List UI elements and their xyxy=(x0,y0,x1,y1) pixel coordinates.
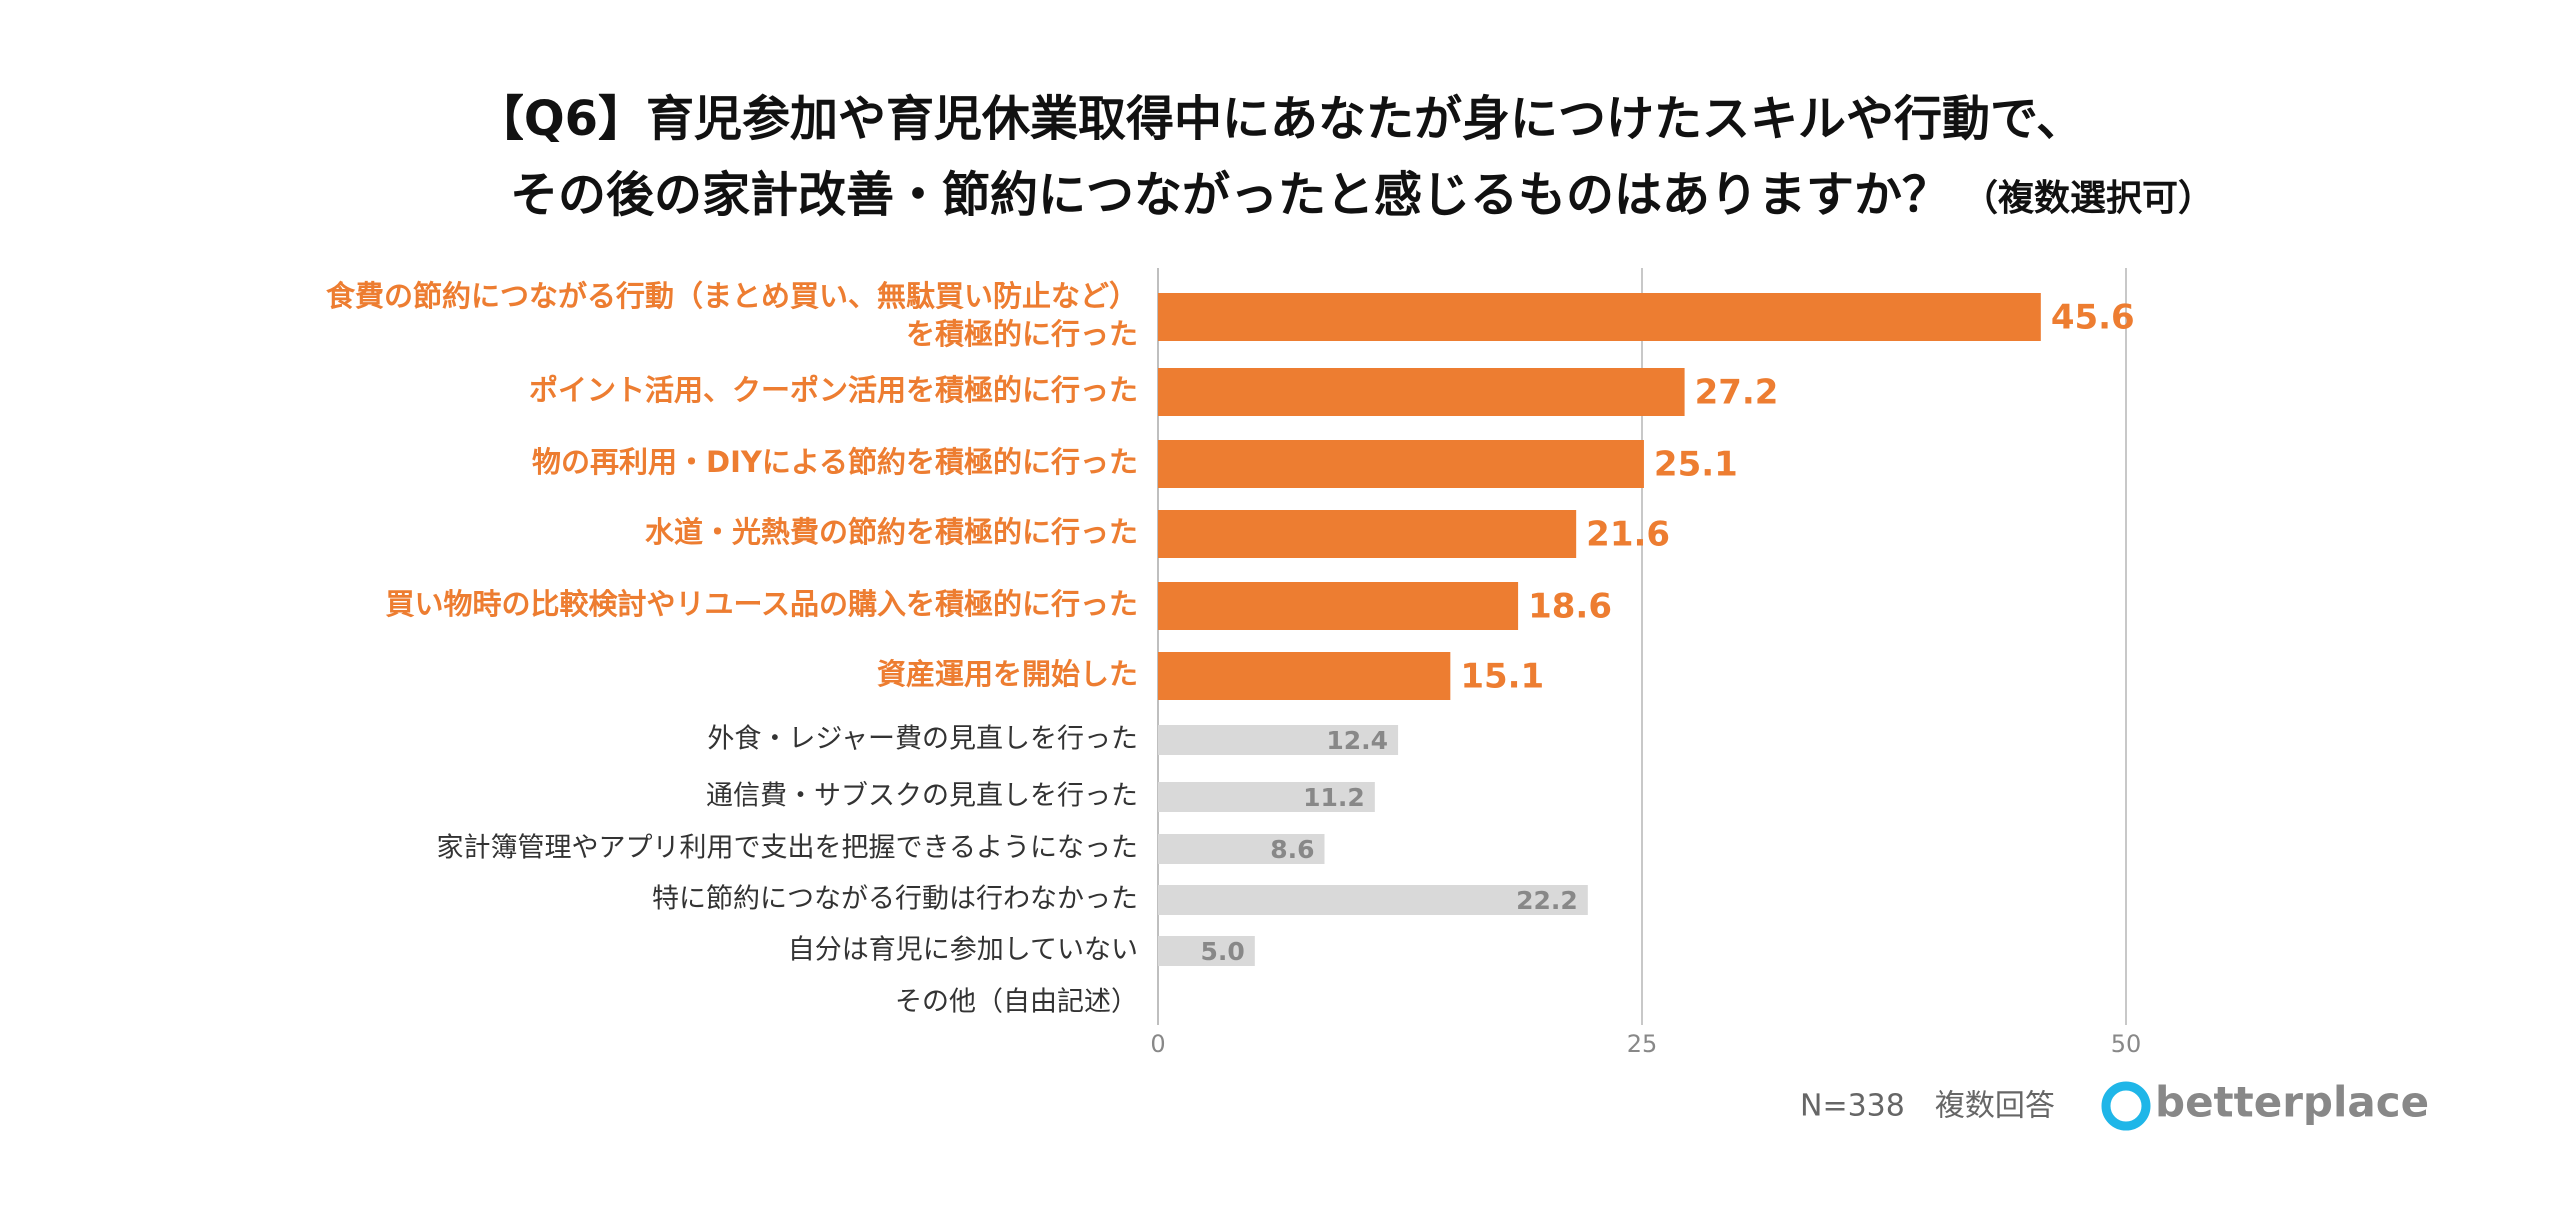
data-label: 45.6 xyxy=(2051,298,2135,338)
brand-logo: betterplace xyxy=(2101,1078,2429,1131)
data-label: 12.4 xyxy=(1326,726,1388,755)
bar xyxy=(1158,440,1644,488)
bar xyxy=(1158,725,1399,755)
chart-title: 【Q6】育児参加や育児休業取得中にあなたが身につけたスキルや行動で、 xyxy=(476,91,2084,147)
data-label: 21.6 xyxy=(1586,515,1670,555)
bar xyxy=(1158,582,1519,630)
data-label: 8.6 xyxy=(1270,835,1314,864)
bar xyxy=(1158,368,1685,416)
x-tick-label: 0 xyxy=(1150,1030,1165,1058)
y-tick-label: 資産運用を開始した xyxy=(877,657,1138,691)
bar xyxy=(1158,936,1255,966)
chart-title-note: （複数選択可） xyxy=(1962,178,2214,219)
data-label: 27.2 xyxy=(1695,373,1779,413)
data-label: 15.1 xyxy=(1460,657,1544,697)
y-tick-label: 買い物時の比較検討やリユース品の購入を積極的に行った xyxy=(385,587,1138,621)
y-tick-label: 特に節約につながる行動は行わなかった xyxy=(652,884,1138,915)
y-tick-label: 通信費・サブスクの見直しを行った xyxy=(706,781,1138,812)
bar xyxy=(1158,510,1577,558)
data-label: 11.2 xyxy=(1303,783,1365,812)
y-tick-label: 自分は育児に参加していない xyxy=(788,935,1138,966)
logo-icon xyxy=(2101,1081,2151,1131)
y-tick-label: 水道・光熱費の節約を積極的に行った xyxy=(645,515,1138,549)
x-tick-label: 50 xyxy=(2111,1030,2142,1058)
data-label: 22.2 xyxy=(1516,886,1578,915)
y-tick-label: 物の再利用・DIYによる節約を積極的に行った xyxy=(532,445,1138,479)
data-label: 18.6 xyxy=(1528,587,1612,627)
y-tick-label: その他（自由記述） xyxy=(895,987,1138,1018)
brand-name: betterplace xyxy=(2155,1078,2429,1127)
bar xyxy=(1158,652,1451,700)
y-tick-label: 外食・レジャー費の見直しを行った xyxy=(707,724,1138,755)
y-tick-label: 食費の節約につながる行動（まとめ買い、無駄買い防止など）を積極的に行った xyxy=(326,279,1138,351)
bar xyxy=(1158,293,2041,341)
data-label: 25.1 xyxy=(1654,445,1738,485)
bar xyxy=(1158,782,1375,812)
chart-title-line2: その後の家計改善・節約につながったと感じるものはありますか？ xyxy=(510,167,1950,223)
data-label: 5.0 xyxy=(1201,937,1245,966)
footnote: N=338 複数回答 xyxy=(1800,1089,2055,1124)
y-tick-label: ポイント活用、クーポン活用を積極的に行った xyxy=(529,373,1138,407)
y-tick-label: 家計簿管理やアプリ利用で支出を把握できるようになった xyxy=(437,833,1138,864)
x-tick-label: 25 xyxy=(1627,1030,1658,1058)
bar xyxy=(1158,834,1325,864)
bar xyxy=(1158,885,1588,915)
